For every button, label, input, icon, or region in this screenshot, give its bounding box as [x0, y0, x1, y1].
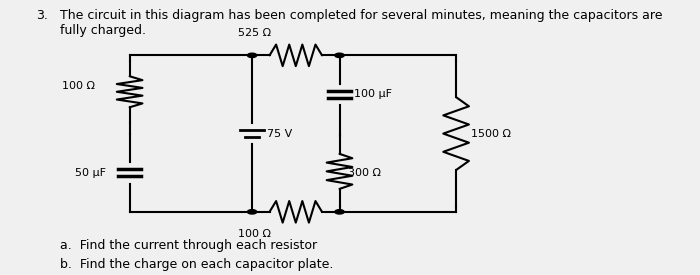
Circle shape — [335, 210, 344, 214]
Text: 100 Ω: 100 Ω — [239, 229, 272, 239]
Text: b.  Find the charge on each capacitor plate.: b. Find the charge on each capacitor pla… — [60, 258, 333, 271]
Circle shape — [247, 53, 257, 57]
Circle shape — [335, 53, 344, 57]
Text: 300 Ω: 300 Ω — [349, 168, 382, 178]
Text: 1500 Ω: 1500 Ω — [470, 129, 511, 139]
Text: 75 V: 75 V — [267, 129, 292, 139]
Text: 525 Ω: 525 Ω — [239, 28, 272, 38]
Circle shape — [247, 210, 257, 214]
Text: 3.: 3. — [36, 9, 48, 23]
Text: The circuit in this diagram has been completed for several minutes, meaning the : The circuit in this diagram has been com… — [60, 9, 662, 37]
Text: 50 μF: 50 μF — [76, 168, 106, 178]
Text: 100 μF: 100 μF — [354, 89, 392, 100]
Text: a.  Find the current through each resistor: a. Find the current through each resisto… — [60, 239, 317, 252]
Text: 100 Ω: 100 Ω — [62, 81, 94, 91]
